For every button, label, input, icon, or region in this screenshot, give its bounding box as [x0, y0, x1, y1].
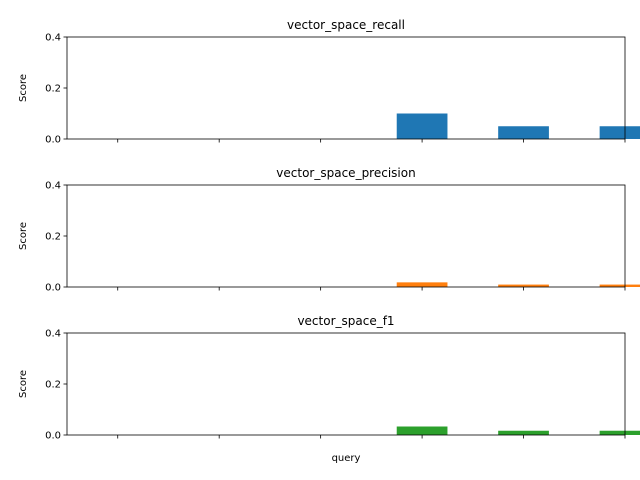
bar	[599, 126, 640, 139]
y-axis-label: Score	[18, 370, 29, 398]
y-axis-label: Score	[18, 222, 29, 250]
y-tick-label: 0.4	[45, 33, 61, 44]
subplot-3: 0.0 0.2 0.4 vector_space_f1 Score query	[18, 314, 640, 464]
chart-title: vector_space_f1	[297, 314, 394, 328]
bar	[498, 430, 549, 435]
y-tick-label: 0.4	[45, 181, 61, 192]
chart-title: vector_space_recall	[287, 18, 405, 32]
axes-frame	[66, 184, 626, 288]
bar	[599, 430, 640, 435]
chart-title: vector_space_precision	[276, 166, 415, 180]
axes-frame	[66, 332, 626, 436]
bar	[599, 284, 640, 287]
axes-frame	[66, 36, 626, 140]
y-tick-label: 0.0	[45, 283, 61, 294]
subplot-1: 0.0 0.2 0.4 vector_space_recall Score	[18, 18, 640, 146]
y-tick-label: 0.2	[45, 380, 61, 391]
x-axis-label: query	[332, 453, 361, 464]
y-tick-label: 0.2	[45, 232, 61, 243]
y-tick-label: 0.0	[45, 135, 61, 146]
y-axis-label: Score	[18, 74, 29, 102]
y-tick-label: 0.0	[45, 431, 61, 442]
subplot-2: 0.0 0.2 0.4 vector_space_precision Score	[18, 166, 640, 294]
bar	[498, 126, 549, 139]
bar	[396, 113, 448, 139]
bar	[396, 282, 448, 287]
y-tick-label: 0.4	[45, 329, 61, 340]
bar	[396, 426, 448, 435]
y-tick-label: 0.2	[45, 84, 61, 95]
bar	[498, 284, 549, 287]
